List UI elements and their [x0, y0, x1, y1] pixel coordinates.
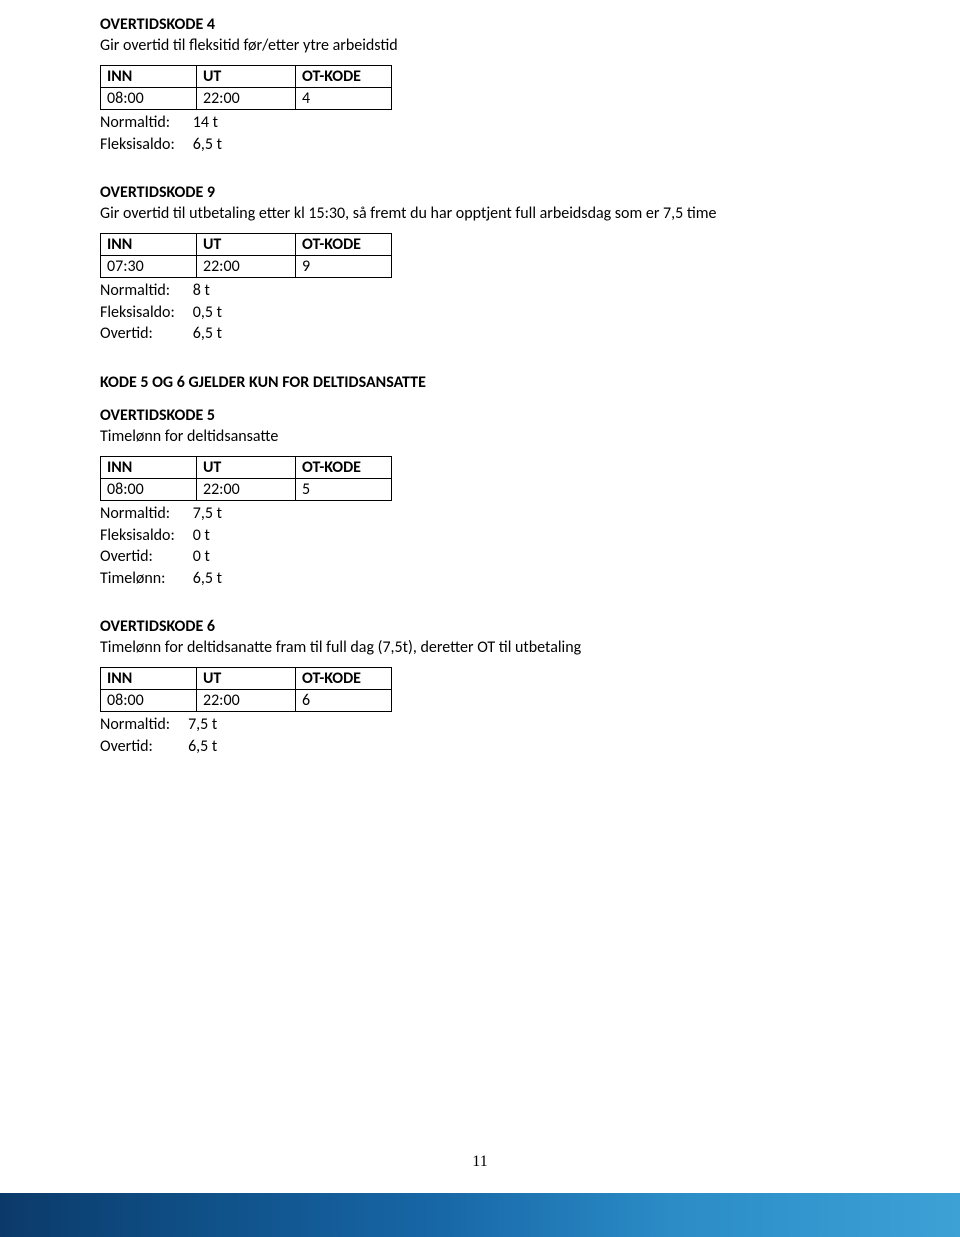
kv-label: Fleksisaldo: [100, 302, 193, 324]
kv-label: Fleksisaldo: [100, 525, 193, 547]
desc-kode9: Gir overtid til utbetaling etter kl 15:3… [100, 204, 860, 223]
kv-row: Fleksisaldo: 0 t [100, 525, 240, 547]
table-row: 07:30 22:00 9 [101, 256, 392, 278]
kv-row: Normaltid: 7,5 t [100, 714, 235, 736]
td-ut: 22:00 [196, 256, 295, 278]
kv-value: 14 t [193, 112, 240, 134]
kv-label: Normaltid: [100, 112, 193, 134]
heading-kode5: OVERTIDSKODE 5 [100, 406, 860, 425]
footer-gradient-bar [0, 1193, 960, 1237]
kv-kode5: Normaltid: 7,5 t Fleksisaldo: 0 t Overti… [100, 503, 240, 589]
kv-kode9: Normaltid: 8 t Fleksisaldo: 0,5 t Overti… [100, 280, 240, 345]
table-kode4: INN UT OT-KODE 08:00 22:00 4 [100, 65, 392, 110]
kv-value: 6,5 t [193, 134, 240, 156]
table-header-row: INN UT OT-KODE [101, 66, 392, 88]
th-ut: UT [196, 66, 295, 88]
heading-kode4: OVERTIDSKODE 4 [100, 15, 860, 34]
th-inn: INN [101, 234, 197, 256]
section-overtidskode-6: OVERTIDSKODE 6 Timelønn for deltidsanatt… [100, 617, 860, 757]
th-otkode: OT-KODE [296, 234, 392, 256]
heading-kode9: OVERTIDSKODE 9 [100, 183, 860, 202]
td-inn: 08:00 [101, 88, 197, 110]
kv-value: 6,5 t [193, 568, 240, 590]
th-inn: INN [101, 456, 197, 478]
kv-label: Overtid: [100, 736, 188, 758]
kv-row: Fleksisaldo: 6,5 t [100, 134, 240, 156]
table-header-row: INN UT OT-KODE [101, 234, 392, 256]
td-inn: 08:00 [101, 478, 197, 500]
heading-kode6: OVERTIDSKODE 6 [100, 617, 860, 636]
section-overtidskode-5: OVERTIDSKODE 5 Timelønn for deltidsansat… [100, 406, 860, 589]
table-kode5: INN UT OT-KODE 08:00 22:00 5 [100, 456, 392, 501]
kv-label: Normaltid: [100, 280, 193, 302]
table-kode9: INN UT OT-KODE 07:30 22:00 9 [100, 233, 392, 278]
page-number: 11 [0, 1153, 960, 1171]
desc-kode5: Timelønn for deltidsansatte [100, 427, 860, 446]
td-otkode: 9 [296, 256, 392, 278]
kv-row: Timelønn: 6,5 t [100, 568, 240, 590]
kv-label: Overtid: [100, 323, 193, 345]
th-otkode: OT-KODE [296, 668, 392, 690]
th-otkode: OT-KODE [296, 456, 392, 478]
td-ut: 22:00 [196, 478, 295, 500]
kv-kode6: Normaltid: 7,5 t Overtid: 6,5 t [100, 714, 235, 757]
td-inn: 08:00 [101, 690, 197, 712]
section-overtidskode-4: OVERTIDSKODE 4 Gir overtid til fleksitid… [100, 15, 860, 155]
document-page: OVERTIDSKODE 4 Gir overtid til fleksitid… [0, 0, 960, 1237]
section-overtidskode-9: OVERTIDSKODE 9 Gir overtid til utbetalin… [100, 183, 860, 345]
table-row: 08:00 22:00 6 [101, 690, 392, 712]
th-inn: INN [101, 66, 197, 88]
kv-row: Normaltid: 8 t [100, 280, 240, 302]
kv-value: 7,5 t [188, 714, 235, 736]
kv-label: Normaltid: [100, 714, 188, 736]
td-ut: 22:00 [196, 690, 295, 712]
th-inn: INN [101, 668, 197, 690]
kv-row: Normaltid: 14 t [100, 112, 240, 134]
kv-label: Overtid: [100, 546, 193, 568]
table-header-row: INN UT OT-KODE [101, 668, 392, 690]
desc-kode4: Gir overtid til fleksitid før/etter ytre… [100, 36, 860, 55]
kv-value: 0 t [193, 525, 240, 547]
table-kode6: INN UT OT-KODE 08:00 22:00 6 [100, 667, 392, 712]
kv-label: Timelønn: [100, 568, 193, 590]
kv-kode4: Normaltid: 14 t Fleksisaldo: 6,5 t [100, 112, 240, 155]
kv-row: Overtid: 0 t [100, 546, 240, 568]
kv-row: Normaltid: 7,5 t [100, 503, 240, 525]
kv-value: 0,5 t [193, 302, 240, 324]
td-otkode: 5 [296, 478, 392, 500]
th-ut: UT [196, 456, 295, 478]
desc-kode6: Timelønn for deltidsanatte fram til full… [100, 638, 860, 657]
kv-value: 0 t [193, 546, 240, 568]
table-header-row: INN UT OT-KODE [101, 456, 392, 478]
td-ut: 22:00 [196, 88, 295, 110]
heading-kode56-full: KODE 5 OG 6 GJELDER KUN FOR DELTIDSANSAT… [100, 373, 860, 392]
th-ut: UT [196, 668, 295, 690]
kv-row: Fleksisaldo: 0,5 t [100, 302, 240, 324]
kv-value: 6,5 t [193, 323, 240, 345]
table-row: 08:00 22:00 4 [101, 88, 392, 110]
td-otkode: 4 [296, 88, 392, 110]
th-otkode: OT-KODE [296, 66, 392, 88]
kv-row: Overtid: 6,5 t [100, 323, 240, 345]
td-otkode: 6 [296, 690, 392, 712]
table-row: 08:00 22:00 5 [101, 478, 392, 500]
kv-value: 6,5 t [188, 736, 235, 758]
kv-row: Overtid: 6,5 t [100, 736, 235, 758]
td-inn: 07:30 [101, 256, 197, 278]
kv-label: Normaltid: [100, 503, 193, 525]
kv-value: 7,5 t [193, 503, 240, 525]
kv-value: 8 t [193, 280, 240, 302]
kv-label: Fleksisaldo: [100, 134, 193, 156]
th-ut: UT [196, 234, 295, 256]
